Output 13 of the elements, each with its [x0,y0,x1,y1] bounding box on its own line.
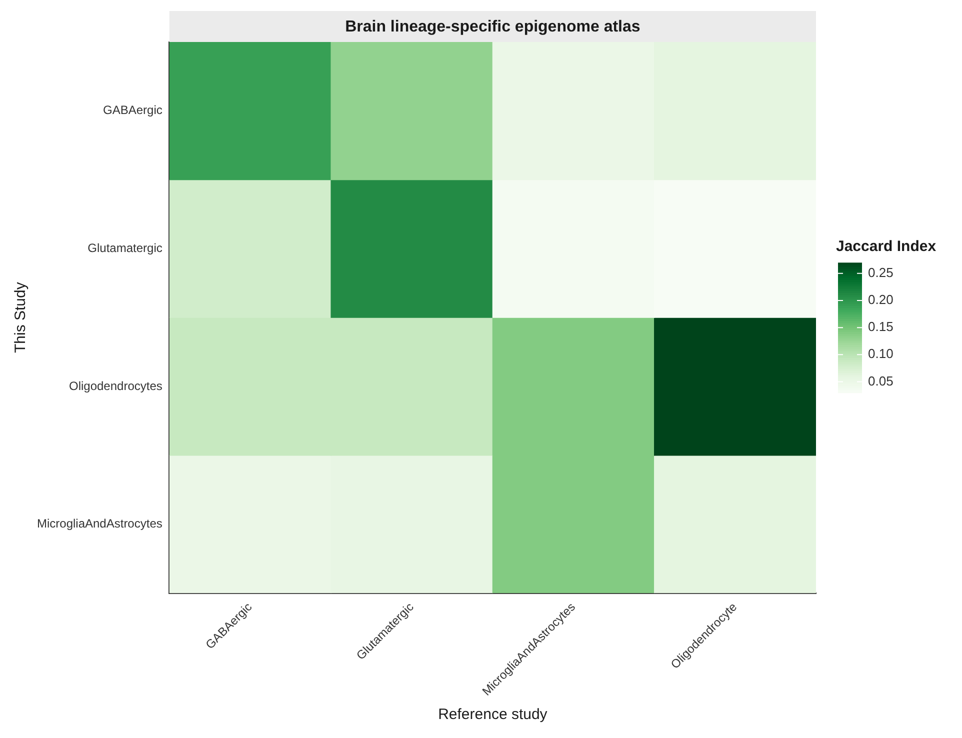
y-axis-title: This Study [12,282,30,354]
y-tick-label: Glutamatergic [88,241,162,255]
y-tick-label: MicrogliaAndAstrocytes [36,516,162,531]
chart-title: Brain lineage-specific epigenome atlas [345,18,640,36]
y-tick-label: GABAergic [103,103,162,118]
x-axis-title: Reference study [438,706,548,724]
color-bar-title: Jaccard Index [836,238,937,256]
color-bar-label: 0.25 [868,264,894,280]
color-bar-label: 0.15 [868,319,894,334]
y-tick-label: Oligodendrocytes [68,378,162,393]
color-bar-label: 0.05 [868,373,894,388]
color-bar-label: 0.20 [868,292,894,308]
color-bar-label: 0.10 [868,346,894,362]
